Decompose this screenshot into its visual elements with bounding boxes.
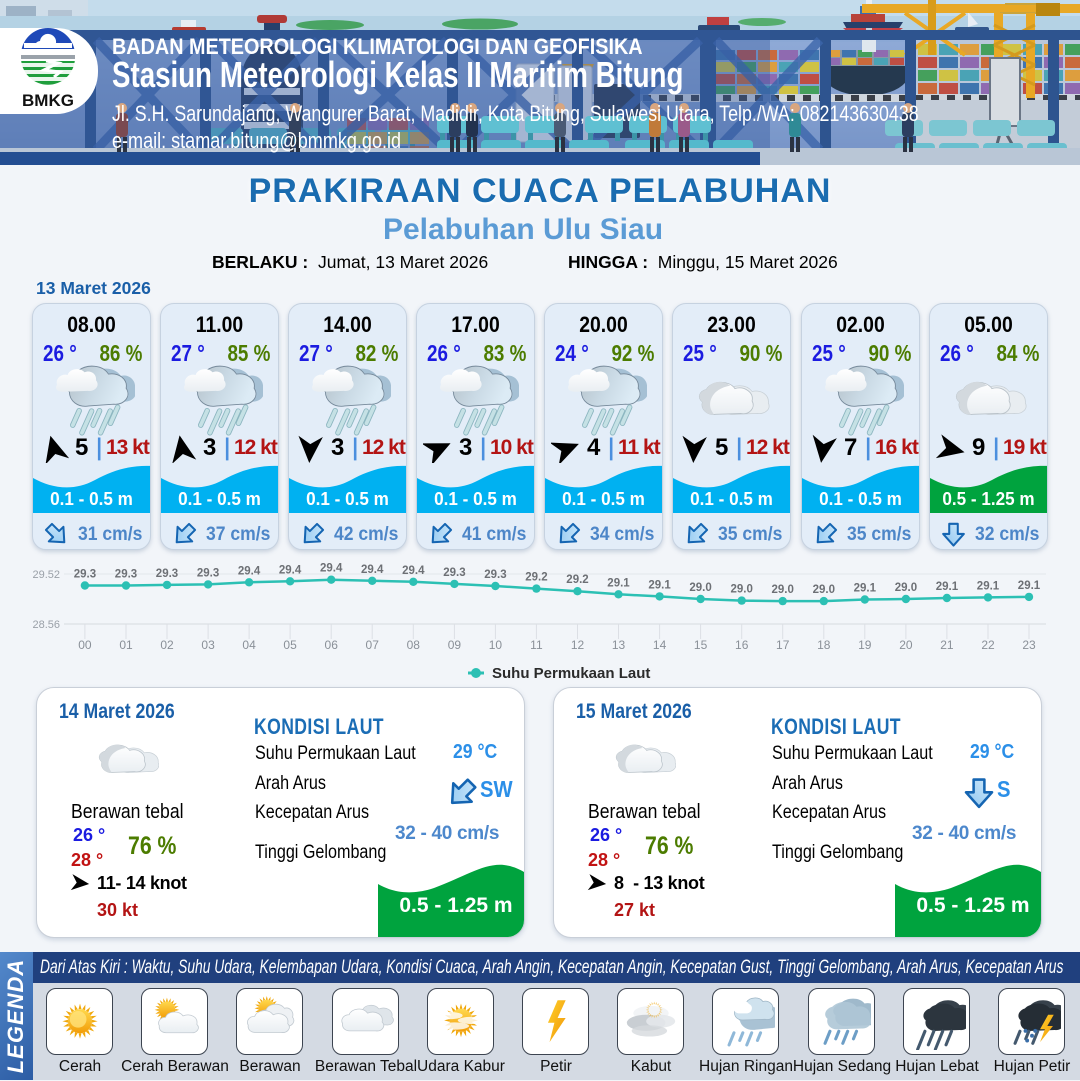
svg-text:29.0: 29.0 [731,584,753,596]
svg-text:29.1: 29.1 [648,579,671,591]
svg-text:29.0: 29.0 [813,584,835,596]
svg-text:10: 10 [489,638,503,652]
svg-text:21: 21 [940,638,954,652]
svg-text:07: 07 [366,638,380,652]
svg-text:29.1: 29.1 [977,580,1000,592]
svg-text:20: 20 [899,638,913,652]
svg-text:19: 19 [858,638,872,652]
svg-text:11: 11 [530,638,543,652]
svg-text:23: 23 [1022,638,1036,652]
svg-text:17: 17 [776,638,790,652]
svg-text:29.4: 29.4 [402,565,425,577]
svg-text:00: 00 [78,638,92,652]
svg-text:09: 09 [448,638,462,652]
svg-text:29.1: 29.1 [936,581,959,593]
svg-text:02: 02 [160,638,174,652]
svg-text:29.3: 29.3 [115,569,137,581]
svg-text:29.1: 29.1 [607,577,630,589]
svg-text:29.52: 29.52 [32,569,60,581]
svg-text:29.0: 29.0 [895,582,917,594]
svg-text:03: 03 [201,638,215,652]
svg-text:16: 16 [735,638,749,652]
svg-text:06: 06 [325,638,339,652]
svg-text:18: 18 [817,638,831,652]
svg-text:29.1: 29.1 [1018,580,1041,592]
svg-text:29.1: 29.1 [854,583,877,595]
svg-text:29.4: 29.4 [361,564,384,576]
svg-text:29.0: 29.0 [689,582,711,594]
svg-text:29.3: 29.3 [484,569,506,581]
svg-text:22: 22 [981,638,995,652]
svg-text:29.4: 29.4 [320,563,343,575]
svg-text:13: 13 [612,638,626,652]
svg-text:29.4: 29.4 [238,565,261,577]
svg-text:15: 15 [694,638,708,652]
svg-text:29.3: 29.3 [197,567,219,579]
svg-text:29.3: 29.3 [156,568,178,580]
svg-text:29.4: 29.4 [279,564,302,576]
svg-text:29.2: 29.2 [525,572,547,584]
svg-text:14: 14 [653,638,667,652]
svg-text:04: 04 [242,638,256,652]
svg-text:Suhu Permukaan Laut: Suhu Permukaan Laut [492,665,650,682]
svg-text:12: 12 [571,638,585,652]
svg-text:BMKG: BMKG [22,91,74,110]
svg-text:05: 05 [283,638,297,652]
svg-text:28.56: 28.56 [32,619,60,631]
svg-text:29.3: 29.3 [443,567,465,579]
svg-text:29.2: 29.2 [566,574,588,586]
svg-text:29.3: 29.3 [74,569,96,581]
svg-text:01: 01 [119,638,133,652]
svg-text:29.0: 29.0 [772,584,794,596]
svg-text:08: 08 [407,638,421,652]
